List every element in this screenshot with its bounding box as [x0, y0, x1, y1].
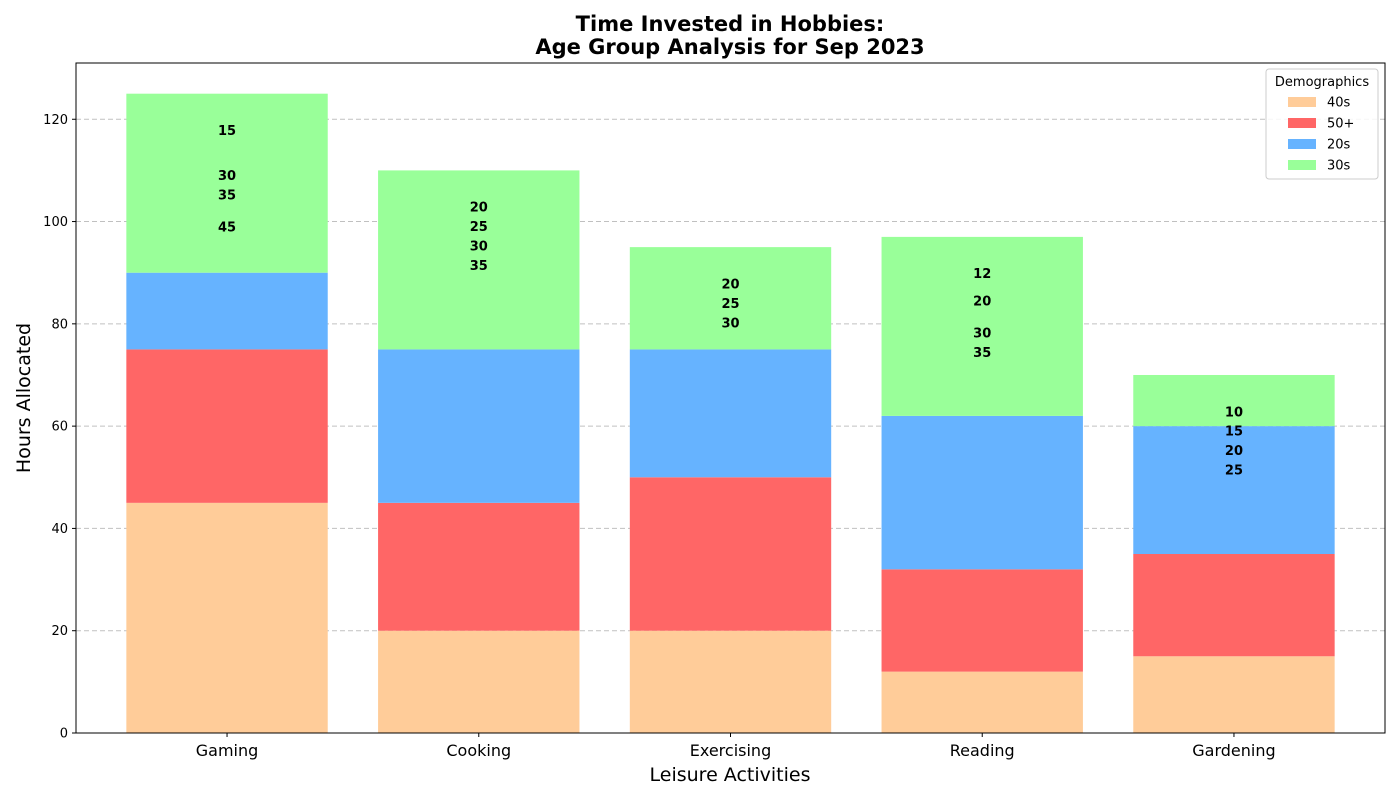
bar-segment-exercising-20s [629, 349, 832, 478]
bar-segment-reading-50plus [881, 569, 1083, 672]
x-tick-label: Gardening [1192, 741, 1275, 760]
data-label-gaming: 30 [218, 169, 236, 184]
bar-segment-cooking-50plus [378, 502, 580, 631]
data-label-cooking: 20 [470, 201, 488, 216]
bar-segment-reading-30s [881, 236, 1083, 416]
x-tick-label: Reading [950, 741, 1015, 760]
chart-title-line-2: Age Group Analysis for Sep 2023 [535, 35, 924, 59]
bar-segment-cooking-20s [378, 349, 580, 503]
bar-segment-exercising-40s [629, 630, 832, 733]
legend-entry-label: 20s [1327, 138, 1351, 153]
x-tick-label: Gaming [196, 741, 259, 760]
bar-segment-cooking-30s [378, 170, 580, 350]
bar-stacks [126, 93, 1335, 733]
data-label-exercising: 30 [721, 316, 739, 331]
data-label-gaming: 35 [218, 188, 236, 203]
data-label-exercising: 20 [721, 277, 739, 292]
legend-swatch [1288, 160, 1316, 170]
bar-segment-reading-20s [881, 415, 1083, 570]
bar-segment-gaming-30s [126, 93, 328, 273]
x-axis: Gaming Cooking Exercising Reading Gardening [196, 733, 1276, 760]
legend-swatch [1288, 139, 1316, 149]
legend-box [1265, 68, 1379, 180]
x-axis-label: Leisure Activities [650, 764, 811, 786]
y-axis: 0 20 40 60 80 100 120 [43, 113, 76, 742]
legend-entry-label: 30s [1327, 159, 1351, 174]
data-label-gardening: 20 [1225, 444, 1243, 459]
data-label-gardening: 10 [1225, 405, 1243, 420]
legend-swatch [1288, 97, 1316, 107]
y-tick-label: 100 [43, 215, 68, 230]
data-label-reading: 20 [973, 294, 991, 309]
chart-title-line-1: Time Invested in Hobbies: [576, 12, 885, 36]
data-label-reading: 35 [973, 346, 991, 361]
x-tick-label: Exercising [690, 741, 771, 760]
bar-segment-exercising-50plus [629, 477, 832, 631]
x-tick-label: Cooking [446, 741, 511, 760]
bar-segment-cooking-40s [378, 630, 580, 733]
y-tick-label: 0 [60, 727, 68, 742]
bar-segment-exercising-30s [629, 247, 832, 350]
data-label-cooking: 25 [470, 220, 488, 235]
legend-entry-label: 50+ [1327, 117, 1354, 132]
y-axis-label: Hours Allocated [13, 323, 35, 473]
data-label-gardening: 25 [1225, 464, 1243, 479]
y-tick-label: 80 [51, 317, 68, 332]
data-label-cooking: 30 [470, 240, 488, 255]
bar-segment-reading-40s [881, 671, 1083, 733]
chart-title: Time Invested in Hobbies: Age Group Anal… [535, 12, 924, 59]
data-label-gardening: 15 [1225, 425, 1243, 440]
legend-title: Demographics [1275, 75, 1369, 90]
data-labels: 15 30 35 45 20 25 30 35 20 25 30 12 20 30 35 10 15 20 25 [218, 124, 1243, 479]
bar-segment-gaming-40s [126, 502, 328, 733]
bar-segment-gardening-20s [1133, 426, 1335, 554]
bar-segment-gaming-20s [126, 272, 328, 350]
y-tick-label: 60 [51, 420, 68, 435]
data-label-reading: 30 [973, 327, 991, 342]
legend-entry-label: 40s [1327, 96, 1351, 111]
legend-swatch [1288, 118, 1316, 128]
bar-segment-gardening-40s [1133, 656, 1335, 733]
bar-segment-gardening-30s [1133, 374, 1335, 427]
data-label-cooking: 35 [470, 259, 488, 274]
bar-segment-gardening-50plus [1133, 553, 1335, 657]
y-tick-label: 40 [51, 522, 68, 537]
y-tick-label: 20 [51, 624, 68, 639]
bar-segment-gaming-50plus [126, 349, 328, 503]
data-label-exercising: 25 [721, 297, 739, 312]
data-label-gaming: 15 [218, 124, 236, 139]
data-label-reading: 12 [973, 267, 991, 282]
legend: Demographics 40s 50+ 20s 30s [1265, 68, 1379, 180]
data-label-gaming: 45 [218, 221, 236, 236]
y-tick-label: 120 [43, 113, 68, 128]
